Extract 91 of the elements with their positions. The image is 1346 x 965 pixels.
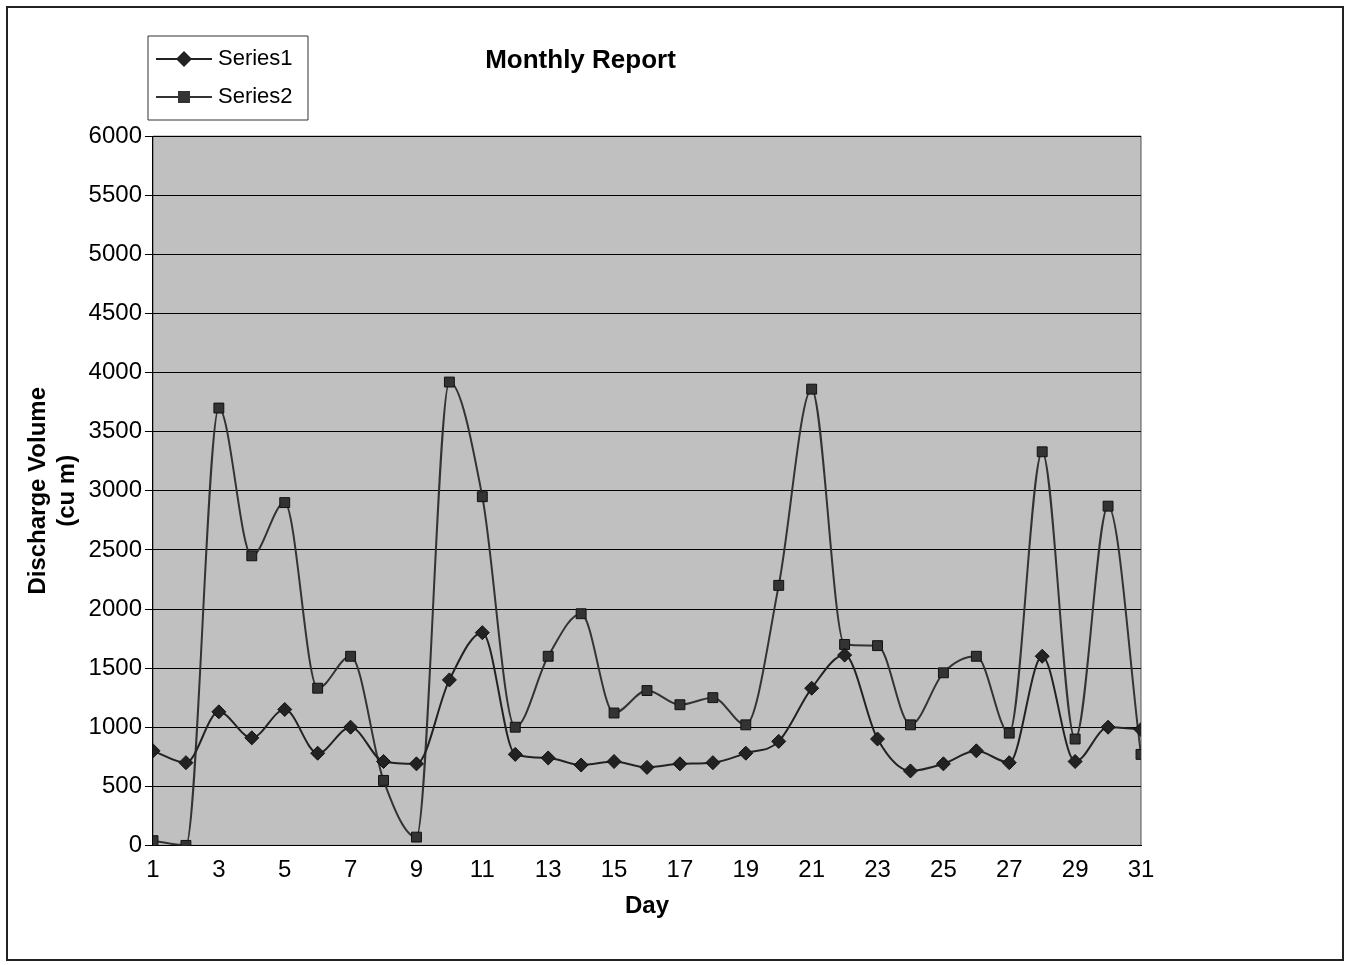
- point: [937, 667, 949, 679]
- x-tick-label: 15: [600, 855, 628, 883]
- point: [542, 650, 554, 662]
- point: [345, 650, 357, 662]
- point: [1003, 727, 1015, 739]
- point: [408, 756, 424, 772]
- point: [343, 719, 359, 735]
- point: [905, 719, 916, 731]
- point: [968, 743, 984, 759]
- x-tick-label: 25: [930, 855, 957, 883]
- point: [1069, 733, 1081, 745]
- x-tick-label: 7: [343, 855, 358, 883]
- y-tick-label: 0: [128, 830, 142, 858]
- y-tick-label: 1000: [88, 711, 142, 739]
- point: [935, 756, 951, 772]
- point: [211, 704, 227, 720]
- point: [806, 383, 818, 395]
- point: [672, 756, 688, 772]
- point: [707, 692, 719, 704]
- y-tick-label: 4500: [88, 298, 142, 326]
- point: [443, 376, 455, 388]
- point: [277, 701, 293, 717]
- x-tick-label: 9: [409, 855, 424, 883]
- x-tick-label: 5: [278, 855, 292, 883]
- point: [246, 550, 258, 562]
- x-axis-title: Day: [624, 891, 670, 919]
- point: [573, 757, 589, 773]
- x-tick-label: 11: [469, 855, 495, 883]
- point: [674, 699, 686, 711]
- y-tick-label: 2500: [88, 534, 142, 562]
- point: [837, 647, 853, 663]
- x-tick-label: 31: [1127, 855, 1155, 883]
- point: [1102, 500, 1114, 512]
- point: [474, 625, 490, 641]
- y-tick-label: 5000: [88, 239, 142, 267]
- point: [740, 719, 752, 731]
- point: [705, 755, 721, 771]
- x-tick-label: 23: [864, 855, 891, 883]
- y-tick-label: 1500: [88, 652, 142, 680]
- point: [540, 750, 556, 766]
- point: [1067, 753, 1083, 769]
- point: [213, 402, 225, 414]
- point: [1036, 446, 1048, 458]
- point: [771, 733, 787, 749]
- point: [376, 753, 392, 769]
- point: [970, 650, 982, 662]
- y-tick-label: 5500: [88, 179, 142, 207]
- point: [310, 745, 326, 761]
- point: [378, 774, 389, 786]
- point: [575, 608, 587, 620]
- point: [839, 639, 851, 650]
- x-tick-label: 3: [212, 855, 226, 883]
- y-tick-label: 4000: [88, 357, 142, 385]
- point: [606, 753, 622, 769]
- x-tick-label: 27: [995, 855, 1023, 883]
- point: [738, 745, 754, 761]
- point: [1034, 648, 1050, 664]
- point: [1100, 719, 1116, 735]
- y-tick-label: 500: [101, 770, 142, 798]
- point: [639, 759, 655, 775]
- point: [773, 579, 785, 591]
- y-tick-label: 6000: [88, 120, 142, 148]
- point: [476, 491, 488, 503]
- point: [411, 831, 422, 843]
- x-tick-label: 21: [798, 855, 826, 883]
- x-tick-label: 29: [1061, 855, 1089, 883]
- point: [902, 763, 918, 779]
- point: [507, 746, 523, 762]
- x-tick-label: 13: [534, 855, 562, 883]
- point: [509, 721, 521, 733]
- x-tick-label: 19: [732, 855, 760, 883]
- point: [279, 497, 291, 509]
- chart-title: Monthly Report: [485, 43, 677, 74]
- y-tick-label: 3500: [88, 416, 142, 444]
- point: [608, 707, 620, 719]
- y-tick-label: 2000: [88, 593, 142, 621]
- point: [641, 685, 653, 697]
- x-tick-label: 1: [146, 855, 160, 883]
- legend-label: Series1: [217, 45, 293, 71]
- point: [872, 640, 883, 652]
- y-tick-label: 3000: [88, 475, 142, 503]
- point: [804, 680, 820, 696]
- point: [178, 755, 194, 771]
- x-tick-label: 17: [666, 855, 694, 883]
- point: [312, 682, 324, 694]
- point: [441, 672, 457, 688]
- point: [244, 730, 260, 746]
- point: [870, 731, 886, 747]
- y-axis-title: Discharge Volume (cu m): [23, 386, 79, 595]
- point: [1001, 755, 1017, 771]
- legend-label: Series2: [217, 83, 293, 109]
